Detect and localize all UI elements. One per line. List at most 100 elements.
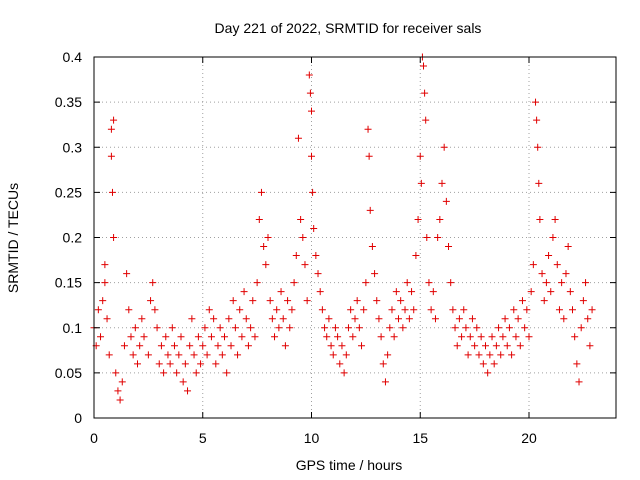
data-point — [427, 306, 435, 314]
data-point — [518, 297, 526, 305]
data-point — [260, 243, 268, 251]
data-point — [112, 369, 120, 377]
data-point — [251, 333, 259, 341]
grid-lines — [94, 57, 616, 418]
data-point — [488, 333, 496, 341]
data-point — [94, 306, 102, 314]
data-point — [118, 378, 126, 386]
data-point — [545, 252, 553, 260]
data-point — [131, 324, 139, 332]
data-point — [434, 234, 442, 241]
data-point — [527, 288, 535, 296]
data-point — [308, 107, 315, 115]
data-point — [569, 306, 576, 314]
data-point — [266, 297, 274, 305]
data-point — [281, 342, 289, 350]
data-point — [479, 360, 487, 368]
data-point — [334, 333, 342, 341]
data-point — [384, 351, 392, 359]
data-point — [207, 333, 215, 341]
data-point — [247, 324, 255, 332]
data-point — [449, 306, 457, 314]
data-point — [331, 324, 339, 332]
data-point — [436, 215, 444, 223]
data-point — [584, 315, 592, 323]
data-point — [286, 324, 294, 332]
data-point — [497, 351, 505, 359]
x-tick-label: 10 — [304, 430, 320, 446]
data-point — [440, 143, 448, 151]
data-point — [538, 270, 546, 278]
data-point — [318, 306, 326, 314]
data-point — [417, 179, 425, 187]
data-point — [223, 369, 231, 377]
data-point — [157, 342, 165, 350]
data-point — [458, 333, 466, 341]
data-point — [227, 342, 235, 350]
data-point — [392, 288, 400, 296]
x-tick-label: 5 — [199, 430, 207, 446]
data-point — [257, 188, 265, 196]
data-point — [466, 333, 474, 341]
data-point — [297, 215, 305, 223]
data-point — [292, 252, 300, 260]
data-point — [312, 252, 320, 260]
data-point — [532, 98, 540, 106]
data-point — [325, 315, 333, 323]
data-point — [503, 342, 511, 350]
y-tick-label: 0.3 — [63, 139, 83, 155]
data-point — [342, 351, 350, 359]
data-point — [271, 333, 279, 341]
data-point — [349, 333, 357, 341]
data-point — [445, 243, 453, 251]
data-point — [560, 315, 568, 323]
data-point — [231, 324, 239, 332]
axis-ticks: 0 0.05 0.1 0.15 0.2 0.25 0.3 0.35 0.4 0 5 10 15 20 — [55, 49, 616, 446]
data-point — [588, 306, 596, 314]
chart-title: Day 221 of 2022, SRMTID for receiver sal… — [215, 20, 482, 36]
data-point — [555, 306, 563, 314]
data-point — [151, 306, 159, 314]
data-point — [316, 288, 324, 296]
data-point — [184, 387, 192, 395]
data-point — [188, 315, 196, 323]
data-point — [162, 333, 170, 341]
y-axis-label: SRMTID / TECUs — [5, 183, 21, 293]
data-point — [244, 342, 252, 350]
data-point — [110, 116, 118, 124]
data-point — [288, 306, 296, 314]
data-point — [108, 188, 116, 196]
data-point — [310, 224, 318, 232]
data-point — [329, 351, 337, 359]
data-point — [168, 324, 176, 332]
data-point — [306, 89, 314, 97]
data-point — [212, 360, 220, 368]
data-point — [99, 297, 107, 305]
data-point — [353, 297, 361, 305]
data-point — [422, 116, 430, 124]
data-point — [460, 306, 468, 314]
data-point — [579, 297, 587, 305]
data-point — [529, 261, 537, 269]
data-point — [275, 324, 283, 332]
data-point — [149, 279, 157, 287]
data-point — [362, 279, 370, 287]
data-point — [484, 369, 492, 377]
data-point — [308, 152, 315, 160]
data-point — [492, 342, 500, 350]
data-point — [375, 315, 383, 323]
data-point — [582, 279, 590, 287]
data-point — [338, 342, 346, 350]
data-point — [533, 116, 541, 124]
data-point — [147, 297, 155, 305]
data-point — [438, 179, 446, 187]
data-point — [571, 333, 579, 341]
data-point — [399, 324, 407, 332]
y-tick-label: 0.4 — [63, 49, 83, 65]
data-point — [166, 360, 174, 368]
data-point — [447, 279, 455, 287]
data-point — [210, 315, 218, 323]
data-point — [127, 333, 135, 341]
data-point — [294, 134, 302, 142]
